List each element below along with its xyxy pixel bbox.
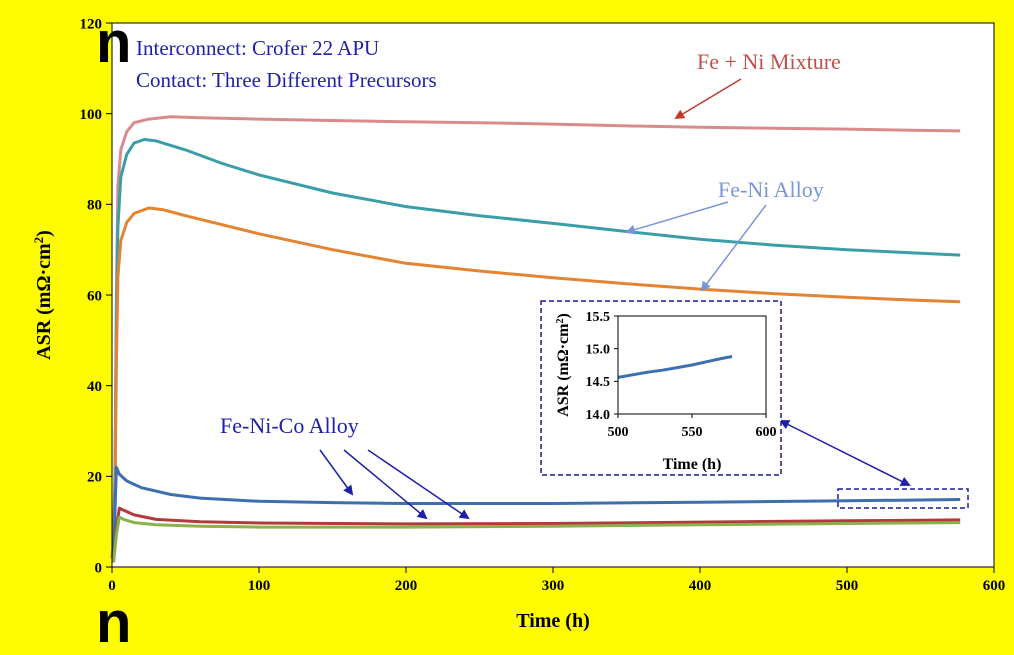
series-line-0-4: [112, 506, 961, 563]
y-tick-label-0-4: 80: [87, 198, 102, 214]
cropped-title-glyph-bottom: n: [96, 590, 132, 655]
y-axis-label-0: ASR (mΩ·cm2): [31, 230, 56, 360]
y-tick-label-1-2: 15.0: [586, 343, 611, 358]
inset-axes-group: 500 550 600 14.0 14.5 15.0 15.5 Time (h) ASR (mΩ…: [555, 310, 777, 473]
inset-series-group: [617, 355, 733, 379]
x-tick-label-0-5: 500: [836, 578, 859, 594]
x-axis-label-0: Time (h): [516, 610, 590, 632]
chart-area: n n 0 100 200 300 400 500 600 0 20 40 60 80 100 120 Ti…: [31, 10, 1006, 652]
x-tick-label-1-0: 500: [608, 425, 629, 440]
y-tick-label-1-0: 14.0: [586, 408, 611, 423]
main-axes-group: 0 100 200 300 400 500 600 0 20 40 60 80 100 120 Time (…: [31, 16, 1006, 632]
cropped-title-glyph-top: n: [96, 10, 132, 75]
y-tick-label-0-6: 120: [80, 16, 103, 32]
y-tick-label-0-2: 40: [87, 379, 102, 395]
asr-chart-svg: 0 100 200 300 400 500 600 0 20 40 60 80 100 120 Time (…: [31, 16, 1006, 632]
arrow-inset-link: [779, 420, 911, 486]
x-tick-label-0-1: 100: [248, 578, 271, 594]
series-line-0-3: [112, 465, 961, 558]
series-line-0-5: [112, 515, 961, 563]
y-tick-label-1-3: 15.5: [586, 310, 611, 325]
x-tick-label-1-1: 550: [682, 425, 703, 440]
arrow-fe-ni-co-1: [319, 449, 354, 496]
inset-source-highlight-box: [837, 488, 969, 509]
main-series-group: [110, 115, 961, 563]
y-tick-label-0-0: 0: [95, 560, 103, 576]
series-line-1-0: [617, 355, 733, 379]
series-line-0-2: [110, 206, 961, 559]
y-tick-label-1-1: 14.5: [586, 375, 611, 390]
arrow-fe-ni-alloy-teal: [625, 201, 729, 235]
plot-background: [112, 23, 994, 567]
y-tick-label-0-3: 60: [87, 288, 102, 304]
x-tick-label-0-4: 400: [689, 578, 712, 594]
x-tick-label-0-2: 200: [395, 578, 418, 594]
x-tick-label-0-3: 300: [542, 578, 565, 594]
x-axis-label-1: Time (h): [663, 456, 722, 473]
label-fe-ni-mixture: Fe + Ni Mixture: [697, 49, 841, 74]
x-tick-label-0-0: 0: [108, 578, 116, 594]
annotation-contact: Contact: Three Different Precursors: [136, 68, 437, 92]
series-line-0-1: [110, 138, 961, 559]
x-tick-label-1-2: 600: [756, 425, 777, 440]
y-tick-label-0-1: 20: [87, 470, 102, 486]
label-fe-ni-co-alloy: Fe-Ni-Co Alloy: [220, 413, 359, 438]
arrow-fe-ni-co-2: [343, 449, 428, 520]
y-axis-label-1: ASR (mΩ·cm2): [555, 313, 573, 417]
annotation-interconnect: Interconnect: Crofer 22 APU: [136, 36, 379, 60]
arrow-fe-ni-alloy-orange: [700, 204, 767, 292]
arrow-fe-ni-mixture: [674, 78, 742, 120]
x-tick-label-0-6: 600: [983, 578, 1006, 594]
label-fe-ni-alloy: Fe-Ni Alloy: [718, 177, 824, 202]
y-tick-label-0-5: 100: [80, 107, 103, 123]
arrow-fe-ni-co-3: [367, 449, 470, 520]
